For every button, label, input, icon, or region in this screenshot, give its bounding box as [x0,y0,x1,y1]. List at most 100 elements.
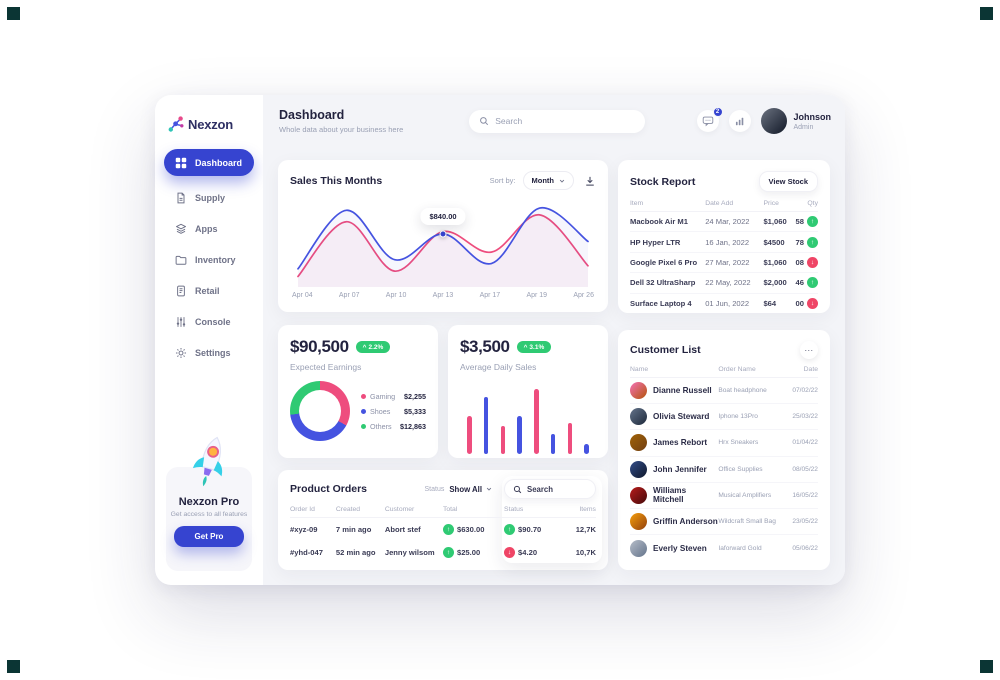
sidebar-item-settings[interactable]: Settings [155,337,263,368]
customer-name: Griffin Anderson [653,517,718,527]
customer-avatar [630,513,647,531]
app-window: Nexzon Dashboard Supply Apps [155,95,845,585]
sidebar-item-label: Settings [195,347,231,358]
col-date: Date Add [705,200,734,207]
sort-month-dropdown[interactable]: Month [522,171,574,190]
customers-table-header: Name Order Name Date [630,366,818,378]
sidebar-item-inventory[interactable]: Inventory [155,244,263,275]
sidebar-item-console[interactable]: Console [155,306,263,337]
view-stock-button[interactable]: View Stock [758,171,818,192]
customer-row[interactable]: Griffin Anderson Wildcraft Small Bag 23/… [630,509,818,536]
file-icon [177,285,185,296]
daily-bar-chart [460,384,596,454]
customer-order: Musical Amplifiers [718,491,772,499]
stock-row[interactable]: Google Pixel 6 Pro 27 Mar, 2022 $1,060 0… [630,253,818,274]
stock-price: $4500 [763,237,785,247]
user-menu[interactable]: Johnson Admin [760,108,832,134]
legend-item: Shoes $5,333 [361,407,426,416]
daily-bar [550,434,556,454]
customer-row[interactable]: Williams Mitchell Musical Amplifiers 16/… [630,483,818,509]
customer-name: Everly Steven [653,543,707,553]
status-filter-label: Status [424,485,445,493]
global-search[interactable] [469,109,646,133]
search-input[interactable] [495,116,636,126]
legend-value: $12,863 [400,421,426,431]
customer-order: Hrx Sneakers [718,439,759,447]
customer-date: 05/06/22 [792,544,818,552]
orders-search-input[interactable] [527,484,587,494]
orders-search[interactable] [504,479,596,499]
brand-name: Nexzon [188,116,234,132]
rocket-illustration [192,436,223,487]
stock-row[interactable]: Surface Laptop 4 01 Jun, 2022 $64 00 ↓ [630,294,818,314]
grid-icon [175,157,187,168]
sort-value: Month [531,176,555,185]
col-items: Items [579,506,596,513]
stats-button[interactable] [728,110,751,132]
legend-value: $5,333 [404,406,426,416]
customer-row[interactable]: James Rebort Hrx Sneakers 01/04/22 [630,430,818,457]
col-price: Price [763,200,779,207]
user-name: Johnson [793,111,832,122]
messages-button[interactable]: 2 [696,107,723,132]
customer-name: James Rebort [653,438,708,448]
earnings-value: $90,500 [290,337,349,356]
customers-title: Customer List [630,344,701,356]
daily-badge: ^ 3.1% [516,341,552,353]
sidebar-item-apps[interactable]: Apps [155,213,263,244]
stock-qty: 46 [795,278,804,288]
legend-item: Others $12,863 [361,422,426,431]
ellipsis-icon: ⋯ [804,344,814,355]
x-tick: Apr 26 [573,292,594,299]
stock-item: Google Pixel 6 Pro [630,257,698,267]
status-filter-dropdown[interactable]: Show All [449,485,492,494]
pro-subtitle: Get access to all features [170,511,248,518]
daily-bar [483,396,489,454]
order-id: #xyz-09 [290,525,318,534]
user-info: Johnson Admin [794,112,832,131]
sidebar-item-dashboard[interactable]: Dashboard [164,149,254,176]
x-tick: Apr 17 [479,292,501,299]
stock-table-header: Item Date Add Price Qty [630,200,818,212]
search-icon [513,485,522,493]
sidebar-item-retail[interactable]: Retail [155,275,263,306]
customer-row[interactable]: Olivia Steward Iphone 13Pro 25/03/22 [630,404,818,431]
stock-item: Dell 32 UltraSharp [630,278,696,288]
trend-down-icon: ↓ [504,547,516,558]
get-pro-button[interactable]: Get Pro [173,526,245,547]
gear-icon [175,347,187,358]
more-options-button[interactable]: ⋯ [800,341,818,359]
stock-qty: 08 [795,257,804,267]
page-subtitle: Whole data about your business here [279,125,404,134]
stock-price: $64 [763,299,777,309]
order-status: $90.70 [518,525,542,534]
stock-row[interactable]: HP Hyper LTR 16 Jan, 2022 $4500 78 ↑ [630,232,818,253]
customer-avatar [630,486,647,504]
nexzon-pro-card: Nexzon Pro Get access to all features Ge… [166,436,252,571]
download-icon[interactable] [584,175,596,187]
customer-avatar [630,408,647,426]
corner-mark [7,660,20,673]
stock-row[interactable]: Macbook Air M1 24 Mar, 2022 $1,060 58 ↑ [630,212,818,233]
col-order-name: Order Name [718,366,756,373]
earnings-donut-chart [290,381,350,441]
daily-bar [584,443,589,454]
stock-row[interactable]: Dell 32 UltraSharp 22 May, 2022 $2,000 4… [630,273,818,294]
stock-date: 22 May, 2022 [705,278,751,288]
customer-row[interactable]: Everly Steven Iaforward Gold 05/06/22 [630,535,818,561]
stock-date: 24 Mar, 2022 [705,217,750,227]
brand-logo: Nexzon [155,95,263,133]
customer-row[interactable]: John Jennifer Office Supplies 08/05/22 [630,457,818,483]
main-area: Dashboard Whole data about your business… [263,95,845,585]
caret-up-icon: ^ [523,343,528,351]
daily-bar [534,388,539,454]
order-row[interactable]: #xyz-09 7 min ago Abort stef ↑ $630.00 ↑ $… [290,518,596,541]
stock-price: $1,060 [763,257,787,267]
customer-row[interactable]: Dianne Russell Boat headphone 07/02/22 [630,378,818,405]
sidebar-item-supply[interactable]: Supply [155,182,263,213]
stock-date: 27 Mar, 2022 [705,257,750,267]
order-row[interactable]: #yhd-047 52 min ago Jenny wilsom ↑ $25.00… [290,541,596,564]
order-customer: Jenny wilsom [384,548,435,557]
stock-qty: 78 [795,237,804,247]
data-point-marker[interactable] [439,230,447,238]
